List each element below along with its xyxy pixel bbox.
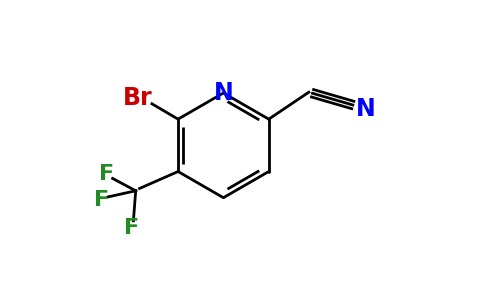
Text: F: F	[99, 164, 114, 184]
Text: N: N	[213, 81, 233, 105]
Text: F: F	[124, 218, 139, 238]
Text: Br: Br	[123, 85, 153, 109]
Text: F: F	[93, 190, 108, 210]
Text: N: N	[356, 97, 376, 121]
